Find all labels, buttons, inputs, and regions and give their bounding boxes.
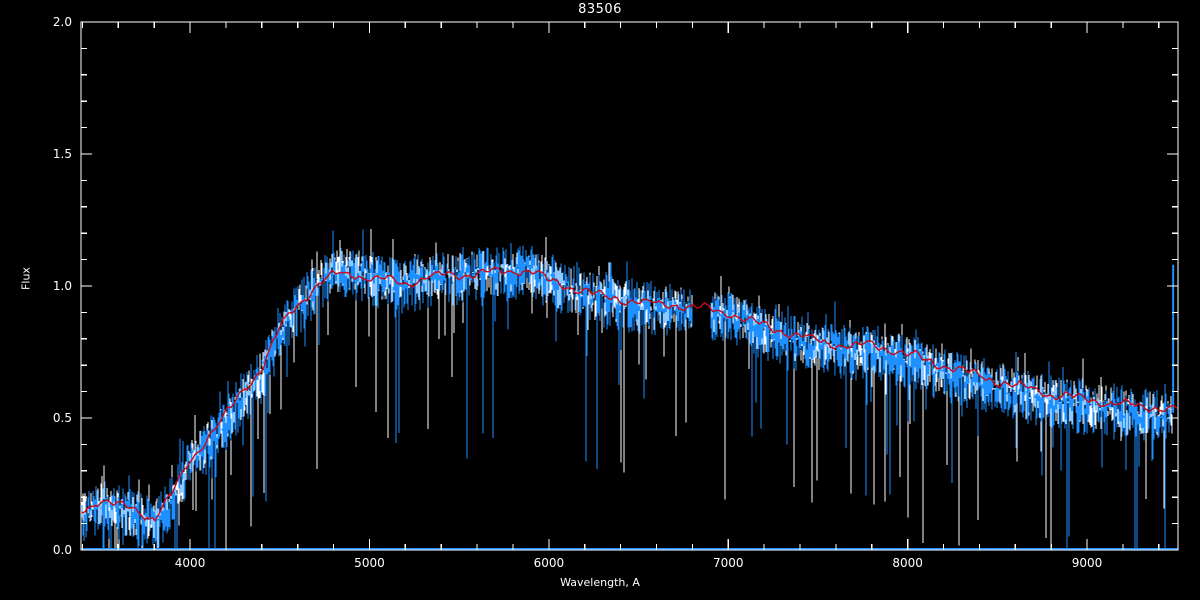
x-tick-label: 9000 [1071, 556, 1103, 570]
x-tick-label: 5000 [354, 556, 385, 570]
x-tick-label: 4000 [174, 556, 206, 570]
y-tick-label: 2.0 [52, 15, 72, 29]
x-tick-label: 7000 [712, 556, 744, 570]
axis-ticks [81, 21, 1178, 551]
y-tick-label: 1.0 [52, 279, 72, 293]
y-tick-label: 0.5 [52, 411, 72, 425]
x-axis-label: Wavelength, A [560, 576, 640, 589]
series-model-continuum [80, 266, 1178, 523]
x-tick-label: 6000 [533, 556, 565, 570]
y-tick-label: 0.0 [52, 543, 72, 557]
x-tick-label: 8000 [892, 556, 923, 570]
y-tick-label: 1.5 [52, 147, 72, 161]
page-title: 83506 [578, 2, 622, 17]
